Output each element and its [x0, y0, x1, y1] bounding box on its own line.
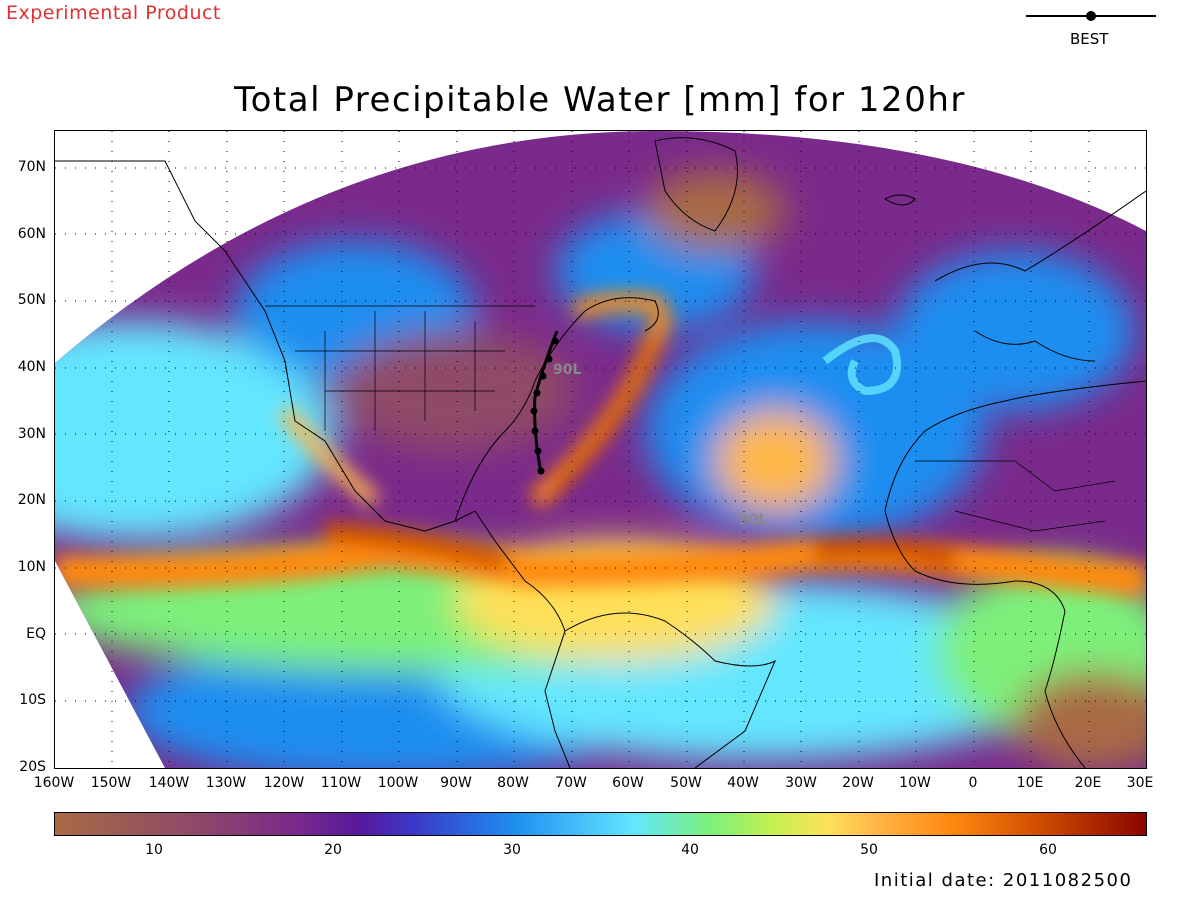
political-borders — [265, 305, 1116, 532]
lat-label-10s: 10S — [19, 692, 46, 708]
colorbar-tick-10: 10 — [145, 842, 163, 858]
lon-label-70w: 70W — [555, 775, 587, 791]
best-track-legend-label: BEST — [1070, 30, 1109, 48]
colorbar — [54, 812, 1147, 836]
map-canvas: 90L 90L — [55, 131, 1146, 768]
lon-label-20w: 20W — [842, 775, 874, 791]
tpw-field — [55, 131, 1146, 768]
best-track — [530, 330, 559, 475]
lat-label-20n: 20N — [17, 492, 46, 508]
precipitable-water-map: 90L 90L — [54, 130, 1147, 769]
lon-label-50w: 50W — [670, 775, 702, 791]
lon-label-20e: 20E — [1074, 775, 1102, 791]
lon-label-120w: 120W — [263, 775, 305, 791]
lon-label-80w: 80W — [497, 775, 529, 791]
lat-label-50n: 50N — [17, 292, 46, 308]
lon-label-0: 0 — [968, 775, 978, 791]
colorbar-tick-50: 50 — [860, 842, 878, 858]
lon-label-150w: 150W — [90, 775, 132, 791]
colorbar-tick-20: 20 — [324, 842, 342, 858]
lon-label-10e: 10E — [1016, 775, 1044, 791]
lon-label-60w: 60W — [612, 775, 644, 791]
lon-label-10w: 10W — [899, 775, 931, 791]
lon-label-40w: 40W — [727, 775, 759, 791]
lon-label-100w: 100W — [377, 775, 419, 791]
storm-label-atlantic: 90L — [739, 512, 767, 528]
lat-label-eq: EQ — [26, 626, 46, 642]
lat-label-20s: 20S — [19, 759, 46, 775]
lon-label-30e: 30E — [1126, 775, 1154, 791]
lon-label-160w: 160W — [33, 775, 75, 791]
lat-label-10n: 10N — [17, 559, 46, 575]
storm-label-north: 90L — [553, 362, 581, 378]
lon-label-30w: 30W — [785, 775, 817, 791]
lon-label-140w: 140W — [148, 775, 190, 791]
colorbar-tick-40: 40 — [681, 842, 699, 858]
lon-label-90w: 90W — [440, 775, 472, 791]
lon-label-130w: 130W — [205, 775, 247, 791]
lon-label-110w: 110W — [320, 775, 362, 791]
lat-label-40n: 40N — [17, 359, 46, 375]
colorbar-tick-60: 60 — [1039, 842, 1057, 858]
colorbar-tick-30: 30 — [503, 842, 521, 858]
lat-label-30n: 30N — [17, 426, 46, 442]
lat-label-60n: 60N — [17, 226, 46, 242]
lat-label-70n: 70N — [17, 159, 46, 175]
storm-labels: 90L 90L — [553, 362, 767, 528]
map-title: Total Precipitable Water [mm] for 120hr — [234, 80, 966, 120]
initial-date-label: Initial date: 2011082500 — [874, 870, 1133, 891]
graticule — [55, 131, 1146, 768]
best-track-legend-marker — [1086, 11, 1096, 21]
experimental-product-label: Experimental Product — [6, 2, 221, 24]
